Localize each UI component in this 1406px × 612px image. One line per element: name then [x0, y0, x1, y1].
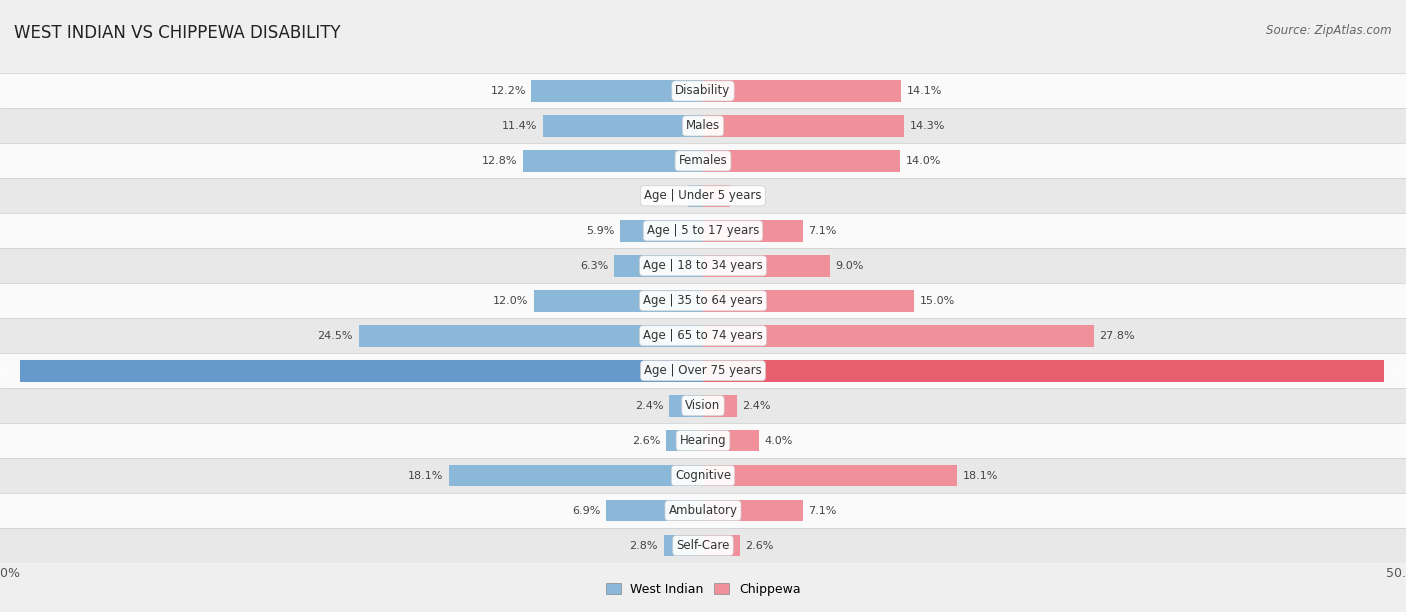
Text: 6.9%: 6.9% [572, 506, 600, 515]
Text: 11.4%: 11.4% [502, 121, 537, 131]
Bar [703, 290, 914, 312]
Bar [20, 360, 703, 381]
Text: 2.4%: 2.4% [742, 401, 770, 411]
Text: Females: Females [679, 154, 727, 167]
Text: 48.4%: 48.4% [1389, 366, 1406, 376]
Text: Source: ZipAtlas.com: Source: ZipAtlas.com [1267, 24, 1392, 37]
Text: 6.3%: 6.3% [581, 261, 609, 271]
Text: Vision: Vision [685, 399, 721, 412]
Text: 18.1%: 18.1% [408, 471, 443, 480]
Text: 14.0%: 14.0% [905, 156, 941, 166]
Text: 4.0%: 4.0% [765, 436, 793, 446]
Bar [703, 80, 901, 102]
Bar [703, 325, 1094, 346]
Text: Age | 5 to 17 years: Age | 5 to 17 years [647, 225, 759, 237]
Bar [359, 325, 703, 346]
Text: 5.9%: 5.9% [586, 226, 614, 236]
Bar [0, 73, 1406, 108]
Text: 7.1%: 7.1% [808, 226, 837, 236]
Text: Age | 35 to 64 years: Age | 35 to 64 years [643, 294, 763, 307]
Text: 27.8%: 27.8% [1099, 330, 1135, 341]
Bar [0, 178, 1406, 214]
Text: 14.3%: 14.3% [910, 121, 945, 131]
Bar [449, 465, 703, 487]
Bar [0, 108, 1406, 143]
Text: Ambulatory: Ambulatory [668, 504, 738, 517]
Bar [703, 395, 737, 417]
Text: 12.2%: 12.2% [491, 86, 526, 96]
Text: 48.6%: 48.6% [0, 366, 14, 376]
Bar [0, 248, 1406, 283]
Bar [666, 430, 703, 452]
Text: Age | 18 to 34 years: Age | 18 to 34 years [643, 259, 763, 272]
Text: Hearing: Hearing [679, 434, 727, 447]
Bar [0, 353, 1406, 388]
Text: 1.9%: 1.9% [735, 191, 763, 201]
Bar [664, 535, 703, 556]
Text: Age | Under 5 years: Age | Under 5 years [644, 189, 762, 203]
Bar [703, 430, 759, 452]
Text: Age | 65 to 74 years: Age | 65 to 74 years [643, 329, 763, 342]
Text: 1.1%: 1.1% [654, 191, 682, 201]
Bar [0, 388, 1406, 423]
Bar [0, 528, 1406, 563]
Text: 14.1%: 14.1% [907, 86, 942, 96]
Bar [703, 185, 730, 207]
Legend: West Indian, Chippewa: West Indian, Chippewa [600, 578, 806, 601]
Bar [614, 255, 703, 277]
Bar [0, 214, 1406, 248]
Text: 24.5%: 24.5% [318, 330, 353, 341]
Text: Cognitive: Cognitive [675, 469, 731, 482]
Bar [703, 115, 904, 136]
Bar [523, 150, 703, 172]
Text: Age | Over 75 years: Age | Over 75 years [644, 364, 762, 377]
Bar [703, 360, 1384, 381]
Text: WEST INDIAN VS CHIPPEWA DISABILITY: WEST INDIAN VS CHIPPEWA DISABILITY [14, 24, 340, 42]
Bar [688, 185, 703, 207]
Bar [534, 290, 703, 312]
Bar [0, 423, 1406, 458]
Bar [703, 220, 803, 242]
Bar [0, 143, 1406, 178]
Bar [543, 115, 703, 136]
Bar [0, 318, 1406, 353]
Bar [703, 500, 803, 521]
Text: 7.1%: 7.1% [808, 506, 837, 515]
Bar [703, 465, 957, 487]
Bar [703, 535, 740, 556]
Text: Disability: Disability [675, 84, 731, 97]
Bar [606, 500, 703, 521]
Bar [669, 395, 703, 417]
Bar [531, 80, 703, 102]
Text: 12.8%: 12.8% [482, 156, 517, 166]
Text: Males: Males [686, 119, 720, 132]
Text: 2.4%: 2.4% [636, 401, 664, 411]
Text: 2.6%: 2.6% [633, 436, 661, 446]
Text: 2.8%: 2.8% [630, 540, 658, 551]
Text: 12.0%: 12.0% [494, 296, 529, 306]
Bar [0, 283, 1406, 318]
Bar [0, 493, 1406, 528]
Bar [620, 220, 703, 242]
Bar [0, 458, 1406, 493]
Text: Self-Care: Self-Care [676, 539, 730, 552]
Text: 18.1%: 18.1% [963, 471, 998, 480]
Text: 15.0%: 15.0% [920, 296, 955, 306]
Bar [703, 150, 900, 172]
Bar [703, 255, 830, 277]
Text: 2.6%: 2.6% [745, 540, 773, 551]
Text: 9.0%: 9.0% [835, 261, 863, 271]
